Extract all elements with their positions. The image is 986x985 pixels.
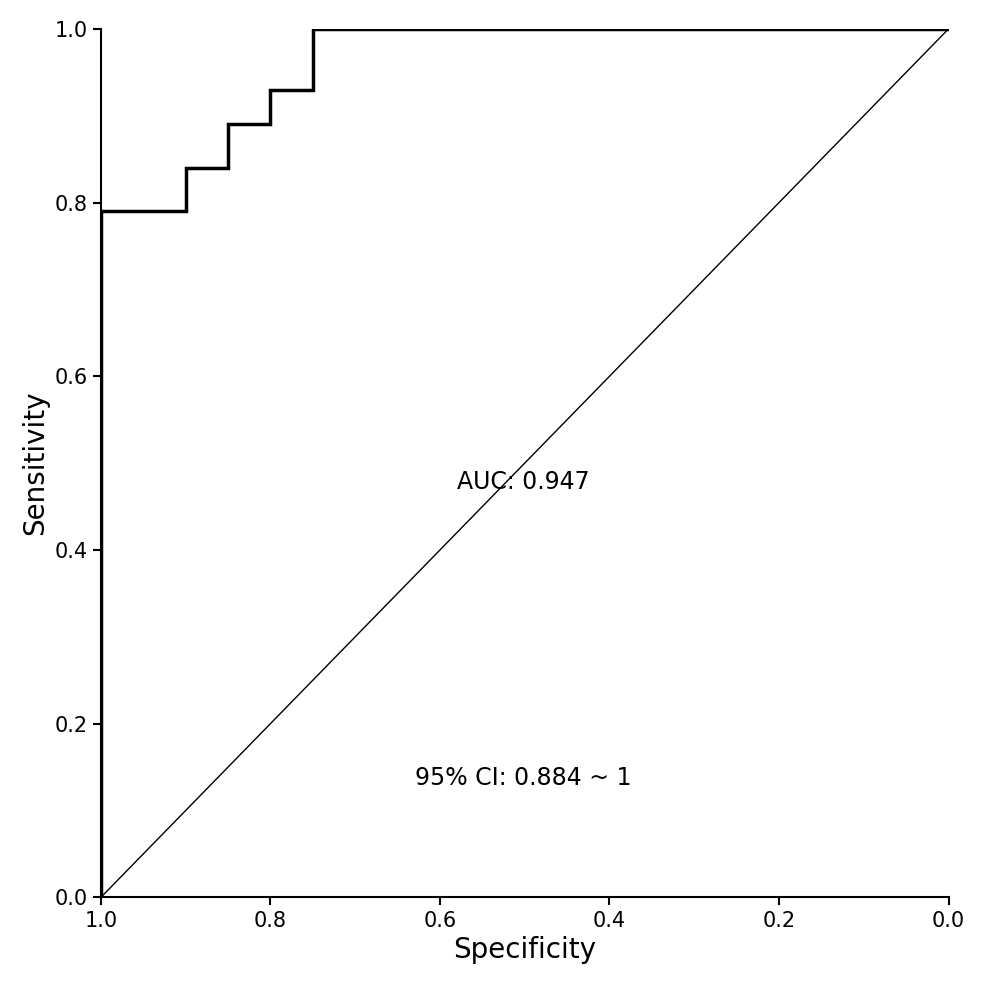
Y-axis label: Sensitivity: Sensitivity: [21, 391, 49, 536]
Text: 95% CI: 0.884 ~ 1: 95% CI: 0.884 ~ 1: [414, 765, 631, 790]
X-axis label: Specificity: Specificity: [454, 936, 597, 964]
Text: AUC: 0.947: AUC: 0.947: [457, 470, 590, 494]
